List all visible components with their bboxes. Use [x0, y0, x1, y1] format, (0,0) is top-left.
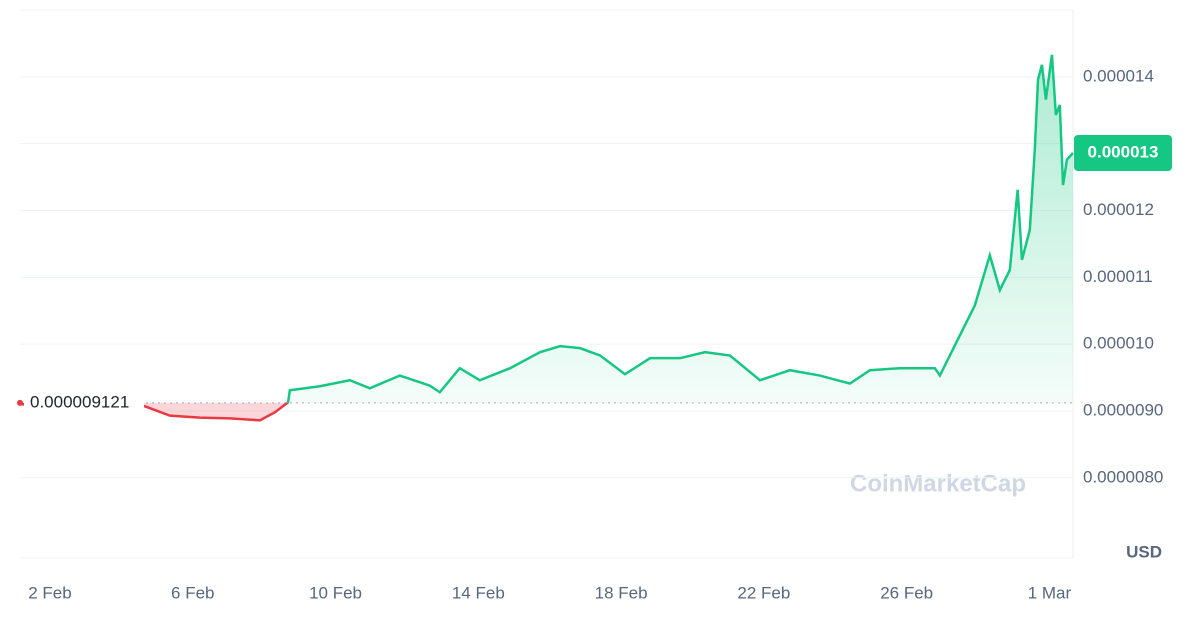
baseline-label: 0.000009121 — [30, 392, 129, 411]
current-price-label: 0.000013 — [1088, 142, 1159, 161]
area-above — [20, 54, 1073, 403]
y-tick-label: 0.0000080 — [1083, 467, 1163, 486]
unit-label: USD — [1126, 542, 1162, 561]
price-line-above — [285, 54, 1074, 403]
x-tick-label: 22 Feb — [737, 583, 790, 602]
current-price-badge — [1074, 135, 1172, 172]
watermark: CoinMarketCap — [850, 470, 1026, 497]
area-below — [20, 402, 288, 421]
x-tick-label: 26 Feb — [880, 583, 933, 602]
x-tick-label: 2 Feb — [28, 583, 71, 602]
y-tick-label: 0.000014 — [1083, 66, 1154, 85]
y-tick-label: 0.000012 — [1083, 200, 1154, 219]
x-tick-label: 14 Feb — [452, 583, 505, 602]
x-tick-label: 10 Feb — [309, 583, 362, 602]
x-tick-label: 6 Feb — [171, 583, 214, 602]
y-tick-label: 0.000011 — [1083, 267, 1153, 286]
y-tick-label: 0.0000090 — [1083, 400, 1163, 419]
x-tick-label: 1 Mar — [1028, 583, 1072, 602]
y-tick-label: 0.000010 — [1083, 334, 1154, 353]
baseline-dot — [17, 399, 23, 406]
baseline-label-bg — [24, 390, 144, 415]
x-tick-label: 18 Feb — [595, 583, 648, 602]
